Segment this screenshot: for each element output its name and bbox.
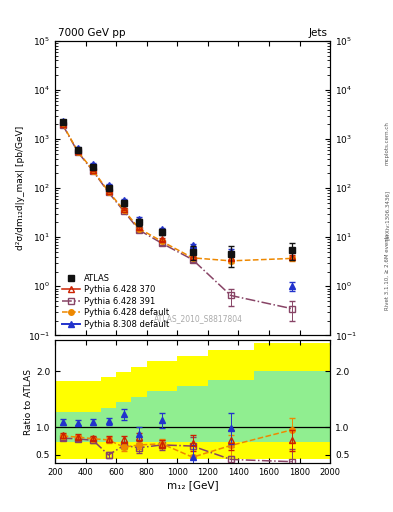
Bar — [254, 371, 330, 442]
Text: mcplots.cern.ch: mcplots.cern.ch — [385, 121, 389, 165]
Bar — [55, 412, 70, 442]
Bar — [147, 361, 177, 459]
X-axis label: m₁₂ [GeV]: m₁₂ [GeV] — [167, 480, 219, 490]
Bar — [208, 380, 254, 442]
Bar — [177, 355, 208, 459]
Text: Rivet 3.1.10, ≥ 2.6M events: Rivet 3.1.10, ≥ 2.6M events — [385, 233, 389, 310]
Text: [arXiv:1306.3436]: [arXiv:1306.3436] — [385, 190, 389, 240]
Bar — [208, 350, 254, 459]
Bar — [55, 381, 70, 459]
Bar — [101, 377, 116, 459]
Bar — [70, 381, 86, 459]
Text: ATLAS_2010_S8817804: ATLAS_2010_S8817804 — [154, 314, 242, 324]
Bar — [116, 372, 131, 459]
Legend: ATLAS, Pythia 6.428 370, Pythia 6.428 391, Pythia 6.428 default, Pythia 8.308 de: ATLAS, Pythia 6.428 370, Pythia 6.428 39… — [59, 271, 172, 331]
Bar — [147, 391, 177, 442]
Text: 7000 GeV pp: 7000 GeV pp — [58, 28, 125, 38]
Bar — [101, 408, 116, 442]
Bar — [86, 381, 101, 459]
Bar — [177, 386, 208, 442]
Bar — [70, 412, 86, 442]
Bar — [254, 343, 330, 459]
Bar — [86, 412, 101, 442]
Bar — [116, 402, 131, 442]
Y-axis label: d²σ/dm₁₂d|y_max| [pb/GeV]: d²σ/dm₁₂d|y_max| [pb/GeV] — [16, 126, 25, 250]
Y-axis label: Ratio to ATLAS: Ratio to ATLAS — [24, 369, 33, 435]
Text: Jets: Jets — [309, 28, 327, 38]
Bar — [131, 397, 147, 442]
Bar — [131, 367, 147, 459]
